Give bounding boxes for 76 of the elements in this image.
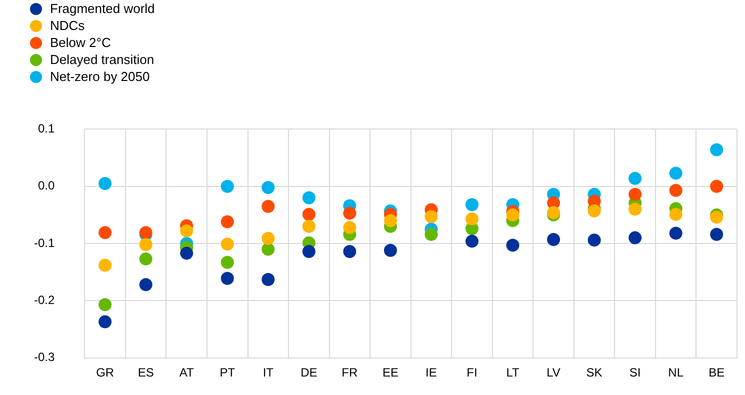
- point: [262, 273, 275, 286]
- legend-label: Net-zero by 2050: [50, 69, 150, 84]
- x-tick-label: IT: [262, 365, 274, 380]
- x-tick-label: NL: [668, 365, 684, 380]
- x-tick-label: PT: [220, 365, 236, 380]
- point: [262, 200, 275, 213]
- point: [98, 315, 112, 328]
- x-tick-label: AT: [179, 365, 194, 380]
- x-tick-label: FR: [342, 365, 358, 380]
- point: [98, 298, 112, 312]
- point: [262, 232, 275, 245]
- point: [669, 184, 682, 197]
- point: [98, 258, 112, 272]
- point: [98, 176, 112, 190]
- legend-label: NDCs: [50, 18, 85, 33]
- point: [465, 212, 478, 226]
- point: [628, 172, 642, 185]
- point: [220, 215, 234, 228]
- point: [628, 188, 642, 201]
- x-tick-label: SI: [629, 365, 641, 380]
- legend-label: Delayed transition: [50, 52, 154, 67]
- point: [302, 191, 316, 204]
- point: [343, 221, 356, 234]
- point: [220, 272, 234, 285]
- x-tick-label: LT: [506, 365, 520, 380]
- point: [302, 208, 316, 221]
- point: [384, 214, 397, 228]
- point: [262, 180, 275, 194]
- point: [220, 256, 234, 269]
- legend-label: Below 2°C: [50, 35, 111, 50]
- x-tick-label: LV: [546, 365, 560, 380]
- point: [220, 180, 234, 193]
- point: [343, 245, 356, 258]
- point: [669, 226, 682, 240]
- point: [424, 228, 438, 241]
- point: [302, 245, 316, 258]
- point: [302, 220, 316, 233]
- x-tick-label: EE: [382, 365, 398, 380]
- x-tick-label: DE: [300, 365, 318, 380]
- y-tick-label: 0.1: [38, 122, 55, 136]
- point: [343, 206, 356, 220]
- y-tick-label: -0.3: [34, 350, 55, 364]
- point: [628, 202, 642, 216]
- point: [506, 238, 520, 252]
- point: [180, 224, 194, 238]
- point: [506, 208, 520, 222]
- x-tick-label: IE: [426, 365, 437, 380]
- point: [139, 252, 152, 266]
- point: [710, 143, 724, 156]
- point: [424, 210, 438, 224]
- legend-label: Fragmented world: [50, 1, 155, 16]
- point: [98, 226, 112, 240]
- point: [384, 244, 397, 257]
- point: [465, 198, 478, 212]
- point: [139, 278, 152, 292]
- point: [628, 231, 642, 244]
- x-tick-label: SK: [586, 365, 602, 380]
- x-tick-label: GR: [96, 365, 114, 380]
- point: [710, 210, 724, 224]
- y-tick-label: -0.1: [34, 236, 55, 250]
- y-tick-label: -0.2: [34, 292, 55, 307]
- point: [669, 208, 682, 221]
- x-tick-label: FI: [466, 365, 478, 380]
- point: [220, 238, 234, 251]
- y-tick-label: 0.0: [38, 178, 55, 193]
- point: [710, 228, 724, 241]
- point: [669, 166, 682, 180]
- x-tick-label: BE: [708, 365, 725, 380]
- point: [465, 234, 478, 248]
- point: [588, 234, 601, 247]
- point: [710, 180, 724, 193]
- point: [262, 242, 275, 256]
- point: [547, 233, 560, 246]
- point: [139, 238, 152, 252]
- point: [180, 246, 194, 260]
- x-tick-label: ES: [138, 365, 154, 380]
